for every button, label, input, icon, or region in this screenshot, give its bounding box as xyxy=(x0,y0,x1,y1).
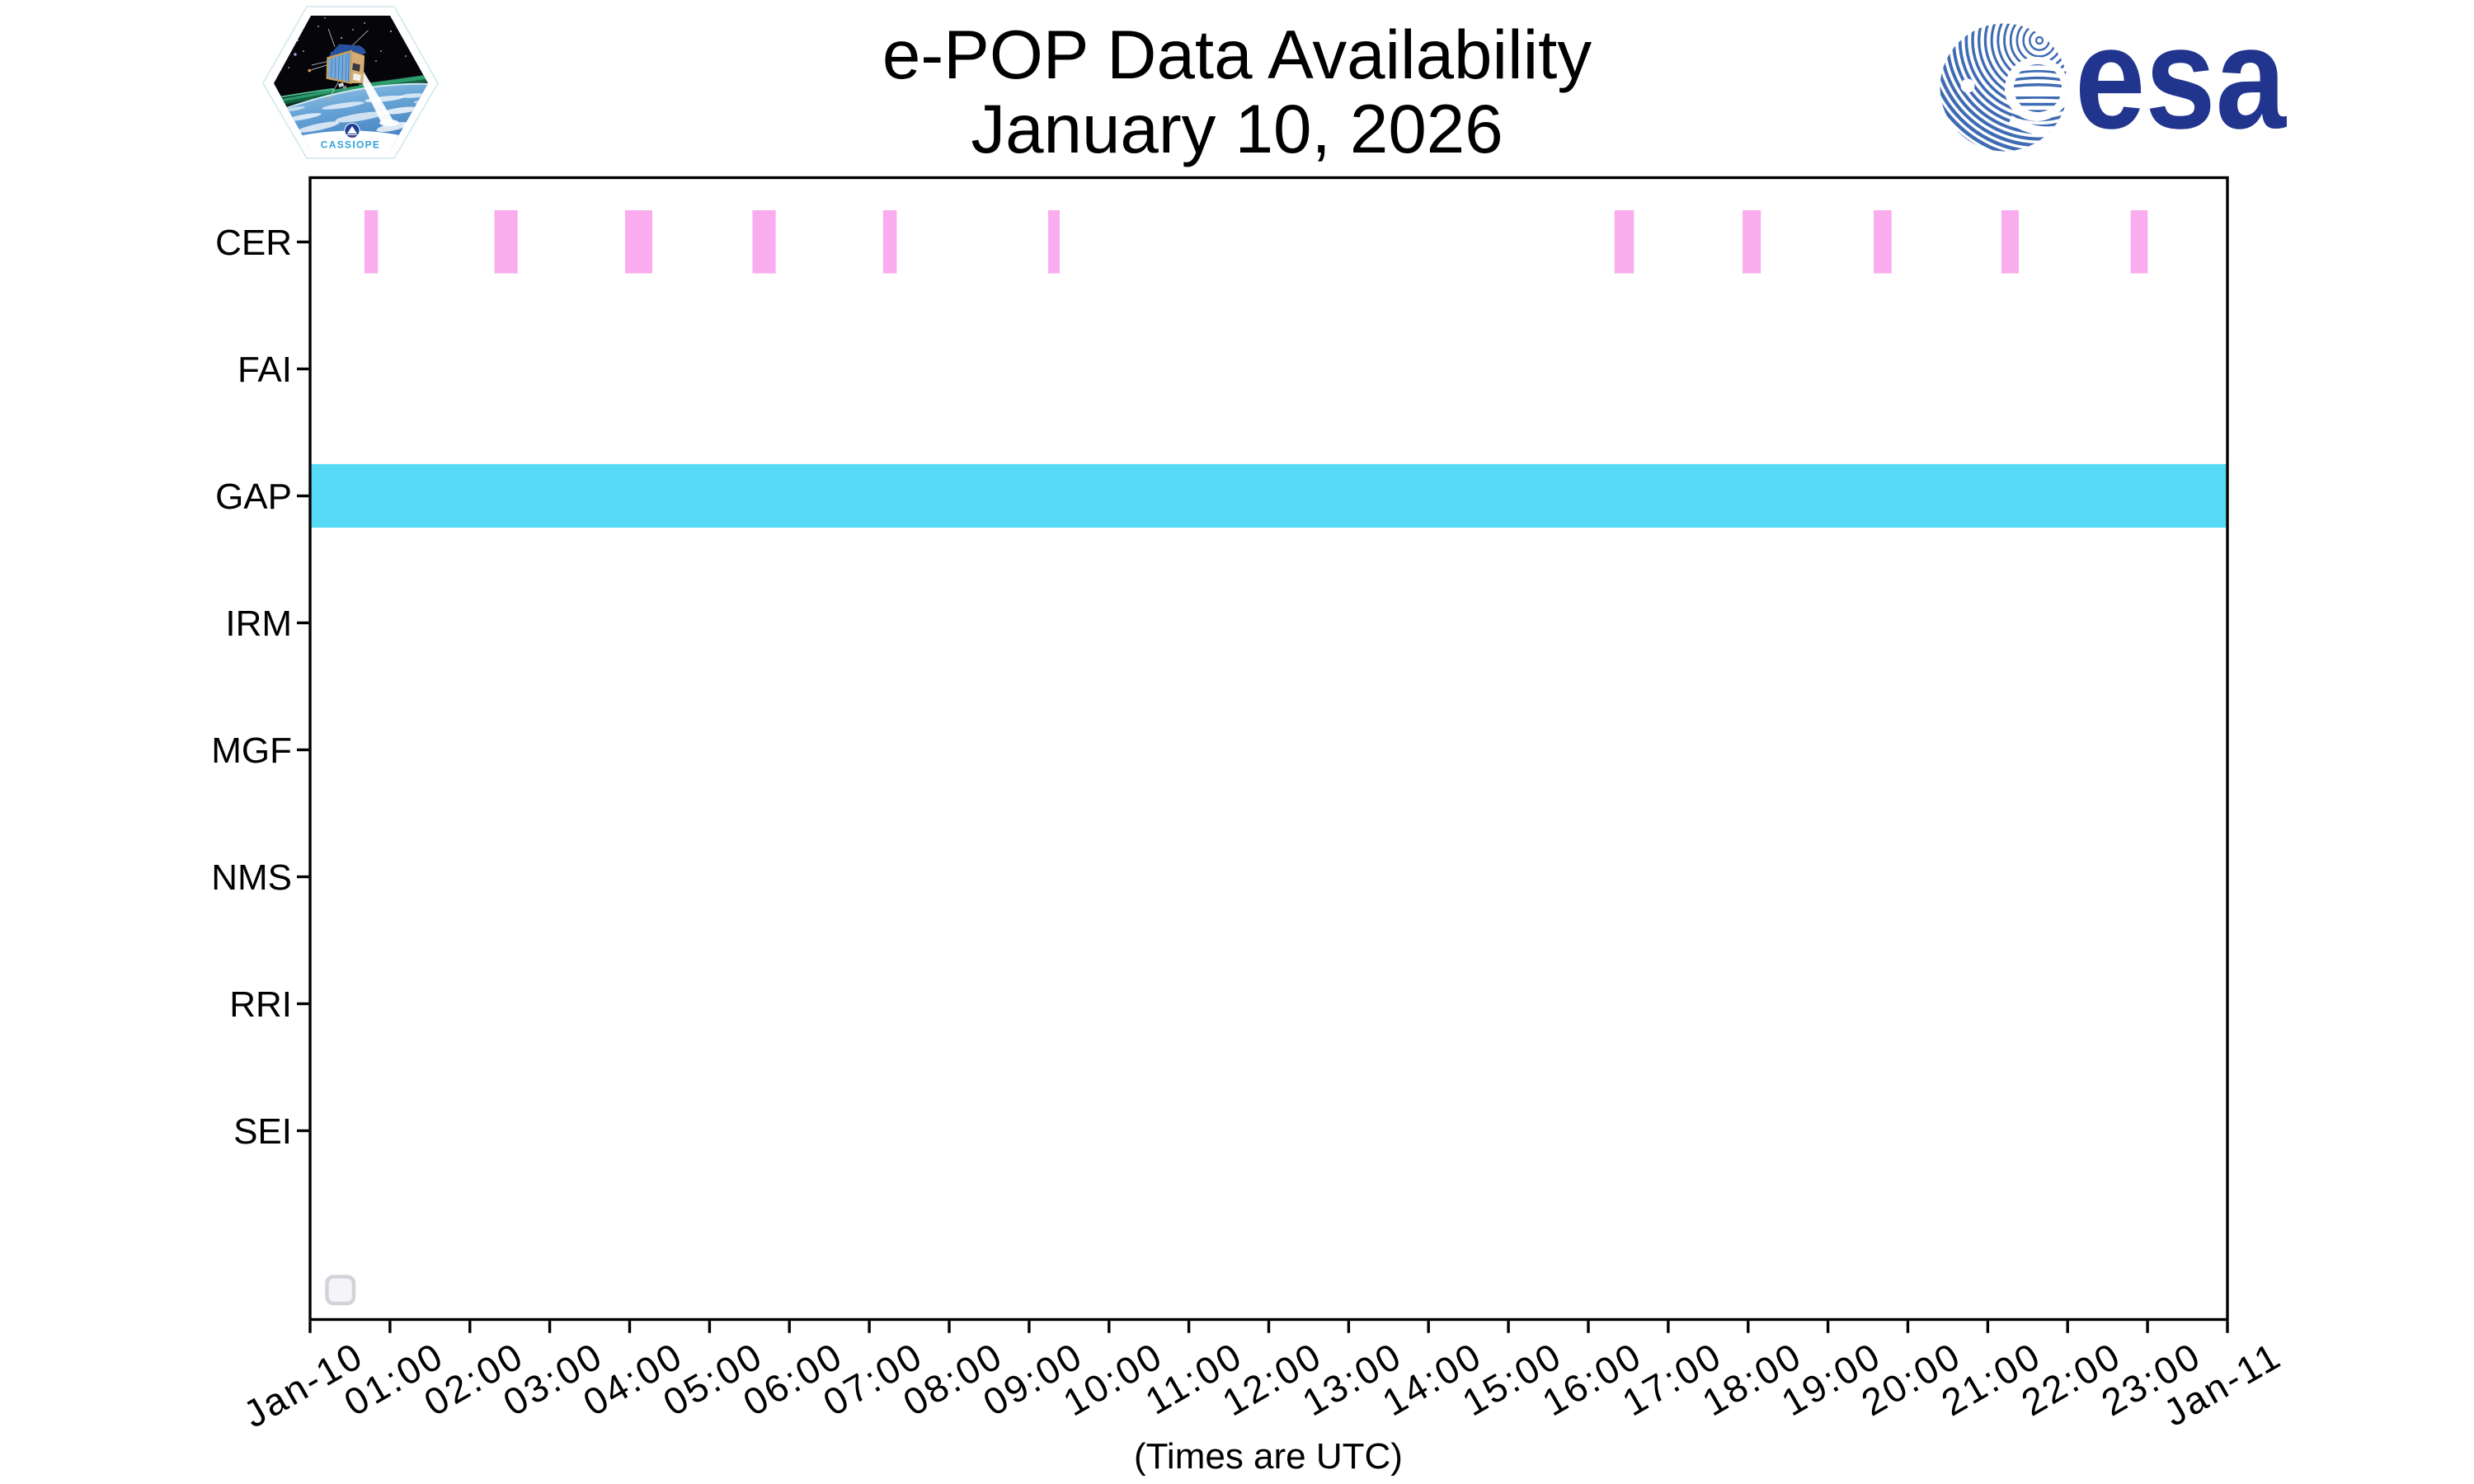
svg-text:CASSIOPE: CASSIOPE xyxy=(321,139,380,151)
svg-text:esa: esa xyxy=(2075,16,2287,157)
